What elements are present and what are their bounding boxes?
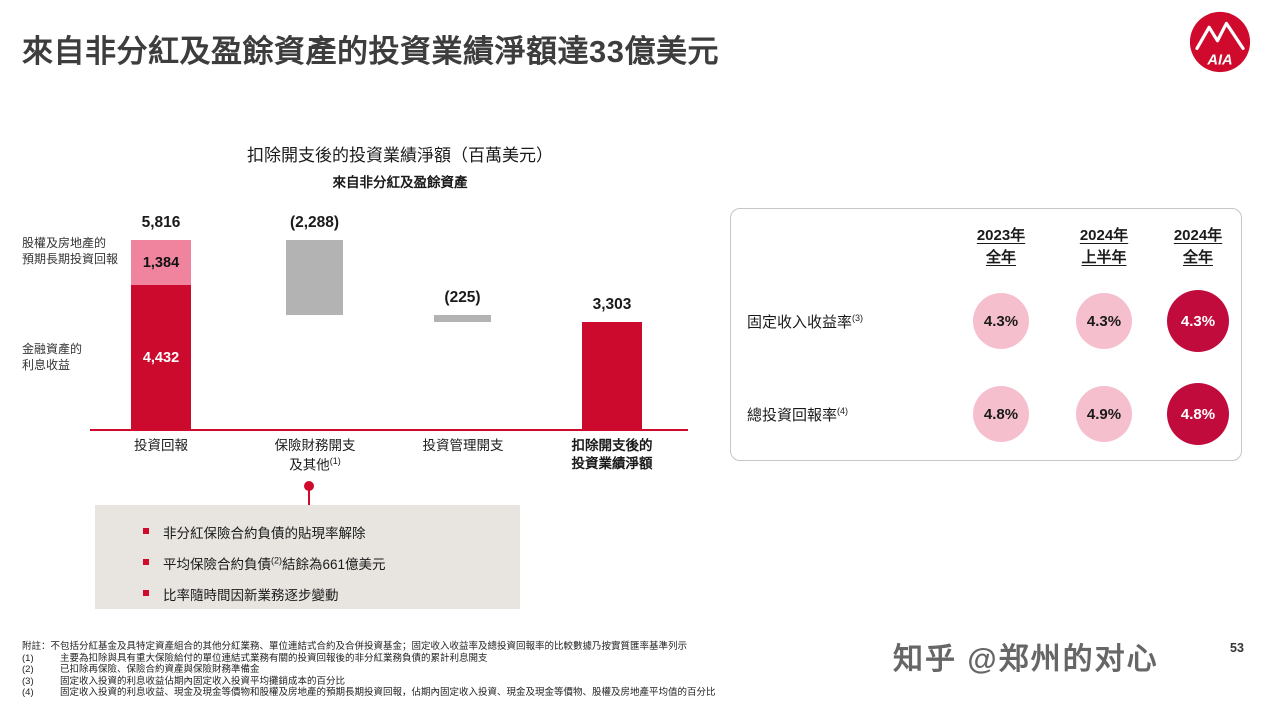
column-header-2023-full-year: 2023年 全年 <box>976 227 1026 266</box>
callout-bullet: 非分紅保險合約負債的貼現率解除 <box>143 522 502 542</box>
footnote-ref: (4) <box>837 406 849 416</box>
footnote-item: (2) 已扣除再保險、保險合約資產與保險財務準備金 <box>22 664 260 675</box>
chart-baseline <box>90 429 688 431</box>
x-label-investment-management-expenses: 投資管理開支 <box>383 437 543 455</box>
callout-bullet: 平均保險合約負債(2)結餘為661億美元 <box>143 553 502 573</box>
callout-text: 非分紅保險合約負債的貼現率解除 <box>163 526 366 541</box>
segment-value-label: 1,384 <box>142 254 180 271</box>
footnote-note: 附註：不包括分紅基金及具特定資產組合的其他分紅業務、單位連結式合約及合併投資基金… <box>22 641 688 652</box>
footnote-item: (3) 固定收入投資的利息收益佔期內固定收入投資平均攤銷成本的百分比 <box>22 675 346 687</box>
bullet-square-icon <box>143 590 149 596</box>
aia-logo-graphic: AIA <box>1189 11 1251 73</box>
footnote-ref: (3) <box>852 313 864 323</box>
x-label-text: 保險財務開支 <box>274 438 356 453</box>
bar-investment-return: 5,816 1,384 4,432 <box>131 214 191 430</box>
bar-segment-equity-property: 1,384 <box>131 240 191 285</box>
value-circle-fixed-income-2024h1: 4.3% <box>1076 293 1132 349</box>
column-header-2024-half-year: 2024年 上半年 <box>1079 227 1129 266</box>
chart-title: 扣除開支後的投資業績淨額（百萬美元） <box>247 146 553 165</box>
segment-value-label: 4,432 <box>142 349 180 366</box>
side-label-interest-income: 金融資產的 利息收益 <box>22 342 83 372</box>
x-label-text: 投資業績淨額 <box>571 456 653 472</box>
x-label-text: 投資管理開支 <box>422 438 504 453</box>
watermark: 知乎 @郑州的对心 <box>893 643 1159 676</box>
bar-segment-interest-income: 4,432 <box>131 285 191 430</box>
bar-value-label: 3,303 <box>592 296 632 313</box>
connector-dot <box>304 481 314 491</box>
x-label-investment-return: 投資回報 <box>81 437 241 455</box>
callout-text: 比率隨時間因新業務逐步變動 <box>163 588 339 603</box>
bar-value-label: (2,288) <box>289 214 340 231</box>
value-circle-total-return-2024h1: 4.9% <box>1076 386 1132 442</box>
x-label-net-investment-result: 扣除開支後的 投資業績淨額 <box>532 437 692 473</box>
chart-subtitle: 來自非分紅及盈餘資產 <box>332 175 468 190</box>
returns-table-panel: 2023年 全年 2024年 上半年 2024年 全年 固定收入收益率(3) 總投資回… <box>730 208 1242 461</box>
bar-value-label: (225) <box>444 289 481 306</box>
row-label-fixed-income-yield: 固定收入收益率(3) <box>747 313 864 331</box>
connector-line <box>308 490 310 507</box>
footnote-ref: (1) <box>329 456 341 467</box>
column-header-2024-full-year: 2024年 全年 <box>1173 227 1223 266</box>
x-label-text: 及其他 <box>289 457 330 473</box>
side-label-equity-property-return: 股權及房地產的 預期長期投資回報 <box>22 236 119 266</box>
waterfall-chart: 5,816 1,384 4,432 (2,288) (225) 3,303 <box>90 200 688 431</box>
row-label-total-investment-return: 總投資回報率(4) <box>747 406 849 424</box>
footnote-item: (4) 固定收入投資的利息收益、現金及現金等價物和股權及房地產的預期長期投資回報，… <box>22 687 716 698</box>
aia-logo-text: AIA <box>1206 52 1232 68</box>
x-label-text: 扣除開支後的 <box>571 438 653 453</box>
bar-investment-management-expenses: (225) <box>434 289 491 322</box>
bullet-square-icon <box>143 528 149 534</box>
bullet-square-icon <box>143 559 149 565</box>
page-number: 53 <box>1230 641 1244 655</box>
page-title: 來自非分紅及盈餘資產的投資業績淨額達33億美元 <box>22 34 719 69</box>
callout-text: 平均保險合約負債(2)結餘為661億美元 <box>163 555 386 573</box>
aia-logo: AIA <box>1188 10 1252 74</box>
value-circle-total-return-2024: 4.8% <box>1167 383 1229 445</box>
callout-box: 非分紅保險合約負債的貼現率解除 平均保險合約負債(2)結餘為661億美元 比率隨… <box>95 505 520 609</box>
value-circle-fixed-income-2023: 4.3% <box>973 293 1029 349</box>
value-circle-total-return-2023: 4.8% <box>973 386 1029 442</box>
footnote-item: (1) 主要為扣除與具有重大保險給付的單位連結式業務有關的投資回報後的非分紅業務負… <box>22 652 488 664</box>
footnotes: 附註：不包括分紅基金及具特定資產組合的其他分紅業務、單位連結式合約及合併投資基金… <box>22 641 882 699</box>
bar-net-investment-result: 3,303 <box>582 296 642 430</box>
bar-total-label: 5,816 <box>141 214 181 231</box>
x-label-insurance-finance-costs: 保險財務開支 及其他(1) <box>235 437 395 475</box>
bar-insurance-finance-costs: (2,288) <box>286 214 343 315</box>
value-circle-fixed-income-2024: 4.3% <box>1167 290 1229 352</box>
x-label-text: 投資回報 <box>134 438 188 453</box>
callout-bullet: 比率隨時間因新業務逐步變動 <box>143 584 502 604</box>
